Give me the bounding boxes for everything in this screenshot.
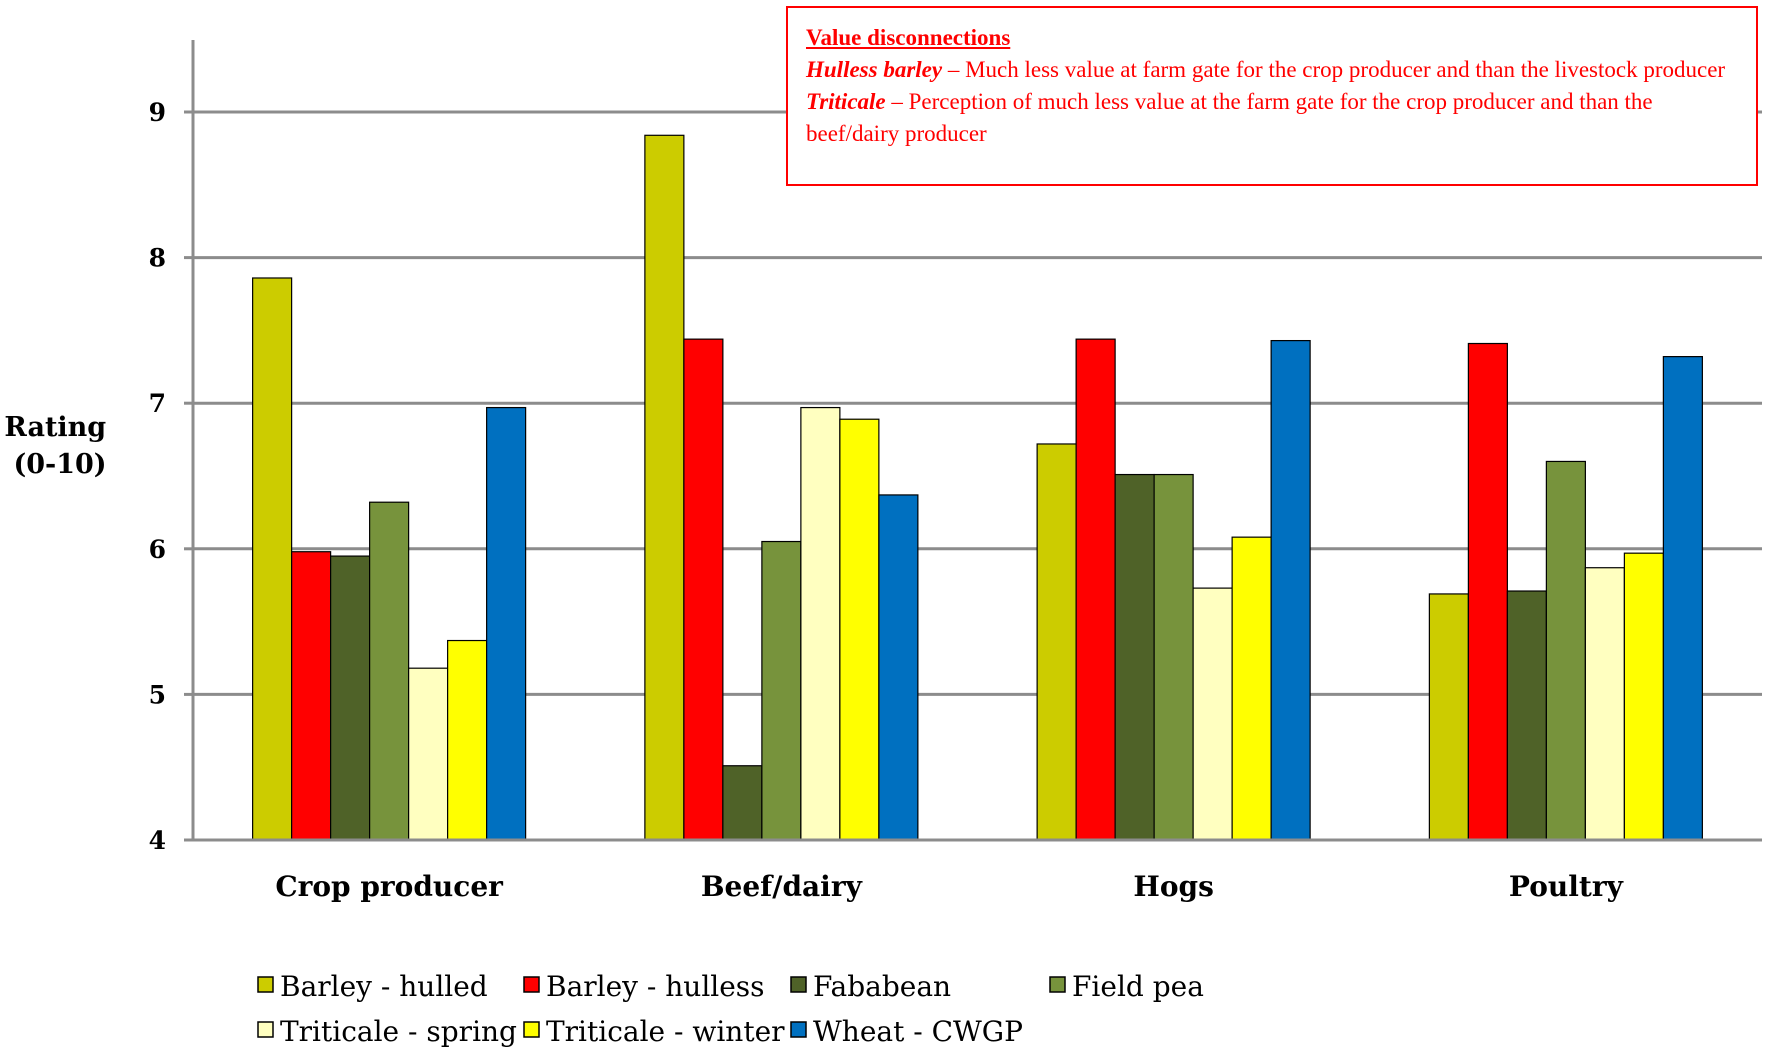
bar-hogs-triticale-spring	[1192, 587, 1233, 841]
bar-hogs-field-pea	[1153, 473, 1194, 841]
legend-swatch	[523, 976, 540, 993]
y-tick-label-7: 7	[149, 389, 166, 418]
annotation-text-hulless-barley: – Much less value at farm gate for the c…	[942, 57, 1726, 82]
legend-swatch	[523, 1021, 540, 1038]
bar-hogs-fababean	[1114, 473, 1155, 841]
bar-beef-dairy-triticale-spring	[800, 406, 841, 841]
legend-swatch	[257, 1021, 274, 1038]
legend-label: Barley - hulless	[546, 970, 765, 1003]
bar-hogs-barley-hulled	[1036, 443, 1077, 841]
x-category-label: Poultry	[1509, 870, 1624, 903]
legend-label: Triticale - spring	[280, 1015, 517, 1048]
annotation-title: Value disconnections	[806, 25, 1011, 50]
y-tick-label-9: 9	[149, 98, 166, 127]
bar-crop-producer-triticale-spring	[408, 667, 449, 841]
bar-beef-dairy-barley-hulled	[644, 134, 685, 841]
y-tick-label-8: 8	[149, 244, 166, 273]
category-labels: Crop producer Beef/dairy Hogs Poultry	[275, 870, 1623, 903]
legend-swatch	[790, 976, 807, 993]
bar-crop-producer-wheat-cwgp	[486, 406, 527, 841]
bar-crop-producer-fababean	[330, 555, 371, 841]
legend-label: Triticale - winter	[546, 1015, 785, 1048]
bar-beef-dairy-triticale-winter	[839, 418, 880, 841]
bar-poultry-barley-hulled	[1428, 593, 1469, 841]
y-tick-labels: 4 5 6 7 8 9	[149, 98, 166, 855]
bar-crop-producer-field-pea	[369, 501, 410, 841]
legend-swatch	[1049, 976, 1066, 993]
annotation-text-triticale: – Perception of much less value at the f…	[806, 89, 1653, 146]
y-tick-label-4: 4	[149, 826, 166, 855]
bar-crop-producer-barley-hulless	[291, 551, 332, 841]
bar-poultry-wheat-cwgp	[1662, 356, 1703, 841]
bar-beef-dairy-barley-hulless	[683, 338, 724, 841]
y-tick-label-5: 5	[149, 680, 166, 709]
bar-hogs-barley-hulless	[1075, 338, 1116, 841]
legend-label: Wheat - CWGP	[813, 1015, 1023, 1048]
bar-crop-producer-barley-hulled	[252, 277, 293, 841]
x-category-label: Beef/dairy	[701, 870, 863, 903]
bar-poultry-fababean	[1506, 590, 1547, 841]
bar-crop-producer-triticale-winter	[447, 639, 488, 841]
annotation-term-triticale: Triticale	[806, 89, 886, 114]
bar-beef-dairy-wheat-cwgp	[878, 494, 919, 841]
bar-poultry-field-pea	[1545, 460, 1586, 841]
annotation-box: Value disconnections Hulless barley – Mu…	[786, 6, 1758, 186]
bar-hogs-triticale-winter	[1231, 536, 1272, 841]
legend: Barley - hulled Barley - hulless Fababean F…	[257, 970, 1204, 1048]
bar-beef-dairy-fababean	[722, 765, 763, 841]
bar-poultry-barley-hulless	[1467, 342, 1508, 841]
bar-poultry-triticale-winter	[1623, 552, 1664, 841]
annotation-term-hulless-barley: Hulless barley	[806, 57, 943, 82]
legend-label: Fababean	[813, 970, 951, 1003]
legend-swatch	[257, 976, 274, 993]
legend-label: Field pea	[1072, 970, 1204, 1003]
axes	[184, 40, 1762, 842]
legend-swatch	[790, 1021, 807, 1038]
bar-poultry-triticale-spring	[1584, 567, 1625, 841]
y-axis-title-line1: Rating	[4, 412, 106, 443]
x-category-label: Hogs	[1133, 870, 1213, 903]
bar-beef-dairy-field-pea	[761, 540, 802, 841]
y-tick-label-6: 6	[149, 535, 166, 564]
y-axis-title-line2: (0-10)	[13, 449, 106, 480]
bars	[252, 134, 1703, 841]
bar-hogs-wheat-cwgp	[1270, 339, 1311, 841]
x-category-label: Crop producer	[275, 870, 504, 903]
legend-label: Barley - hulled	[280, 970, 488, 1003]
y-axis-title: Rating (0-10)	[4, 412, 115, 480]
